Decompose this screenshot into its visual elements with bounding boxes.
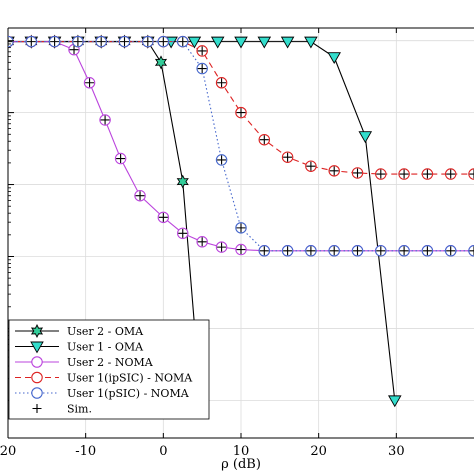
legend-entry: User 2 - NOMA (15, 356, 154, 369)
data-point (422, 246, 432, 256)
data-point (187, 36, 202, 49)
legend-label: User 1(pSIC) - NOMA (67, 387, 190, 400)
legend-label: User 2 - OMA (67, 325, 144, 338)
data-point (197, 46, 207, 56)
data-point (31, 371, 43, 384)
data-point (100, 115, 110, 125)
legend-label: User 1(ipSIC) - NOMA (67, 372, 193, 385)
data-point (96, 37, 106, 47)
data-point (143, 37, 153, 47)
data-point (306, 246, 316, 256)
x-tick-label: 0 (159, 444, 167, 459)
data-point (217, 242, 227, 252)
data-point (304, 36, 318, 49)
data-point (257, 36, 272, 49)
data-point (69, 45, 79, 55)
x-tick-label: 20 (310, 444, 327, 459)
data-point (158, 212, 168, 222)
data-point (176, 174, 189, 189)
data-point (469, 169, 474, 179)
data-point (210, 36, 225, 49)
legend-box (8, 319, 210, 420)
data-point (259, 246, 269, 256)
data-point (236, 223, 246, 233)
data-point (158, 37, 168, 47)
data-point (31, 387, 43, 399)
data-point (306, 161, 316, 171)
data-point (30, 323, 44, 339)
data-point (31, 356, 43, 368)
data-point (446, 246, 456, 256)
data-point (327, 52, 341, 65)
legend-entry: Sim. (32, 403, 92, 416)
legend-layer: User 2 - OMA User 1 - OMA User 2 - NOMA Use… (8, 319, 210, 420)
legend-label: User 2 - NOMA (67, 356, 154, 369)
legend-entry: User 1 - OMA (15, 341, 144, 354)
data-point (8, 37, 13, 47)
data-point (446, 169, 456, 179)
data-point (422, 169, 432, 179)
x-tick-label: 20 (0, 444, 16, 459)
x-tick-label: 30 (388, 444, 405, 459)
series-line (8, 41, 474, 175)
series-line (8, 41, 474, 252)
data-point (399, 246, 409, 256)
data-point (217, 78, 227, 88)
data-point (399, 169, 409, 179)
data-point (259, 135, 269, 145)
data-point (388, 395, 402, 408)
data-point (120, 37, 129, 47)
data-point (353, 168, 362, 178)
data-point (234, 36, 248, 49)
data-point (329, 246, 339, 256)
x-axis-label: ρ (dB) (221, 457, 261, 472)
data-point (50, 37, 60, 47)
data-point (376, 169, 386, 179)
data-point (236, 108, 246, 118)
data-point (280, 36, 295, 49)
legend-label: Sim. (67, 403, 92, 416)
legend-label: User 1 - OMA (67, 341, 144, 354)
data-point (30, 341, 44, 354)
data-point (358, 131, 373, 144)
data-point (135, 191, 145, 201)
data-point (197, 64, 207, 74)
data-point (73, 37, 83, 47)
data-point (217, 155, 227, 165)
data-point (178, 228, 188, 238)
data-point (329, 166, 339, 176)
data-point (178, 37, 188, 47)
legend-entry: User 2 - OMA (15, 323, 144, 339)
data-point (26, 37, 36, 47)
data-point (469, 246, 474, 256)
data-point (32, 404, 42, 413)
data-point (85, 78, 95, 88)
legend-entry: User 1(ipSIC) - NOMA (15, 372, 193, 385)
series-5 (8, 35, 474, 257)
data-point (353, 246, 362, 256)
x-tick-label: 10 (233, 444, 250, 459)
data-point (283, 246, 293, 256)
data-point (283, 152, 293, 162)
data-point (197, 237, 207, 247)
data-point (116, 154, 126, 164)
data-point (236, 245, 246, 255)
data-point (376, 246, 386, 256)
x-tick-label: -10 (75, 444, 96, 459)
legend-entry: User 1(pSIC) - NOMA (15, 387, 190, 400)
data-point (154, 55, 168, 70)
